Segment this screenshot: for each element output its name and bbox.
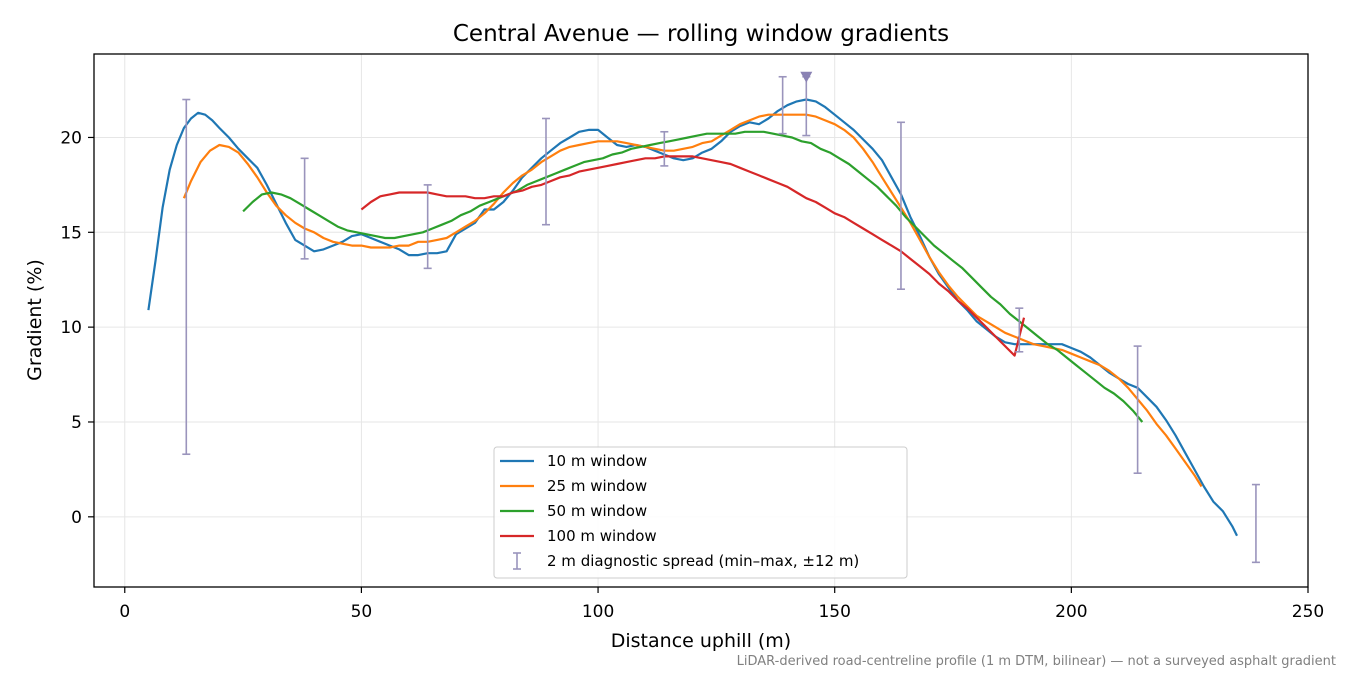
legend-label: 50 m window xyxy=(547,502,647,520)
y-axis-label: Gradient (%) xyxy=(24,259,46,381)
y-axis-ticks: 0 5 10 15 20 xyxy=(60,128,94,528)
y-tick-label: 15 xyxy=(60,223,82,243)
legend-label: 100 m window xyxy=(547,527,657,545)
series-line-2 xyxy=(242,130,1144,423)
legend-box xyxy=(493,446,908,579)
series-line-0 xyxy=(147,98,1238,537)
y-tick-label: 5 xyxy=(71,413,82,433)
x-tick-label: 50 xyxy=(351,602,373,622)
x-tick-label: 0 xyxy=(119,602,130,622)
plot-area xyxy=(147,71,1260,564)
x-axis-label: Distance uphill (m) xyxy=(611,630,791,652)
x-tick-label: 100 xyxy=(582,602,614,622)
y-tick-label: 20 xyxy=(60,128,82,148)
footnote: LiDAR-derived road-centreline profile (1… xyxy=(737,654,1336,669)
plot-frame xyxy=(93,53,1309,588)
error-bars xyxy=(182,75,1260,564)
x-axis-ticks: 0 50 100 150 200 250 xyxy=(119,587,1324,622)
series-line-3 xyxy=(360,155,1026,357)
legend-label: 25 m window xyxy=(547,477,647,495)
series-line-1 xyxy=(182,113,1203,488)
y-tick-label: 0 xyxy=(71,508,82,528)
chart-title: Central Avenue — rolling window gradient… xyxy=(453,21,949,47)
legend: 10 m window 25 m window 50 m window 100 m w… xyxy=(493,446,908,579)
x-tick-label: 250 xyxy=(1292,602,1324,622)
x-tick-label: 150 xyxy=(818,602,850,622)
legend-label: 10 m window xyxy=(547,452,647,470)
x-tick-label: 200 xyxy=(1055,602,1087,622)
peak-marker xyxy=(800,71,813,83)
y-tick-label: 10 xyxy=(60,318,82,338)
legend-label: 2 m diagnostic spread (min–max, ±12 m) xyxy=(547,552,859,570)
